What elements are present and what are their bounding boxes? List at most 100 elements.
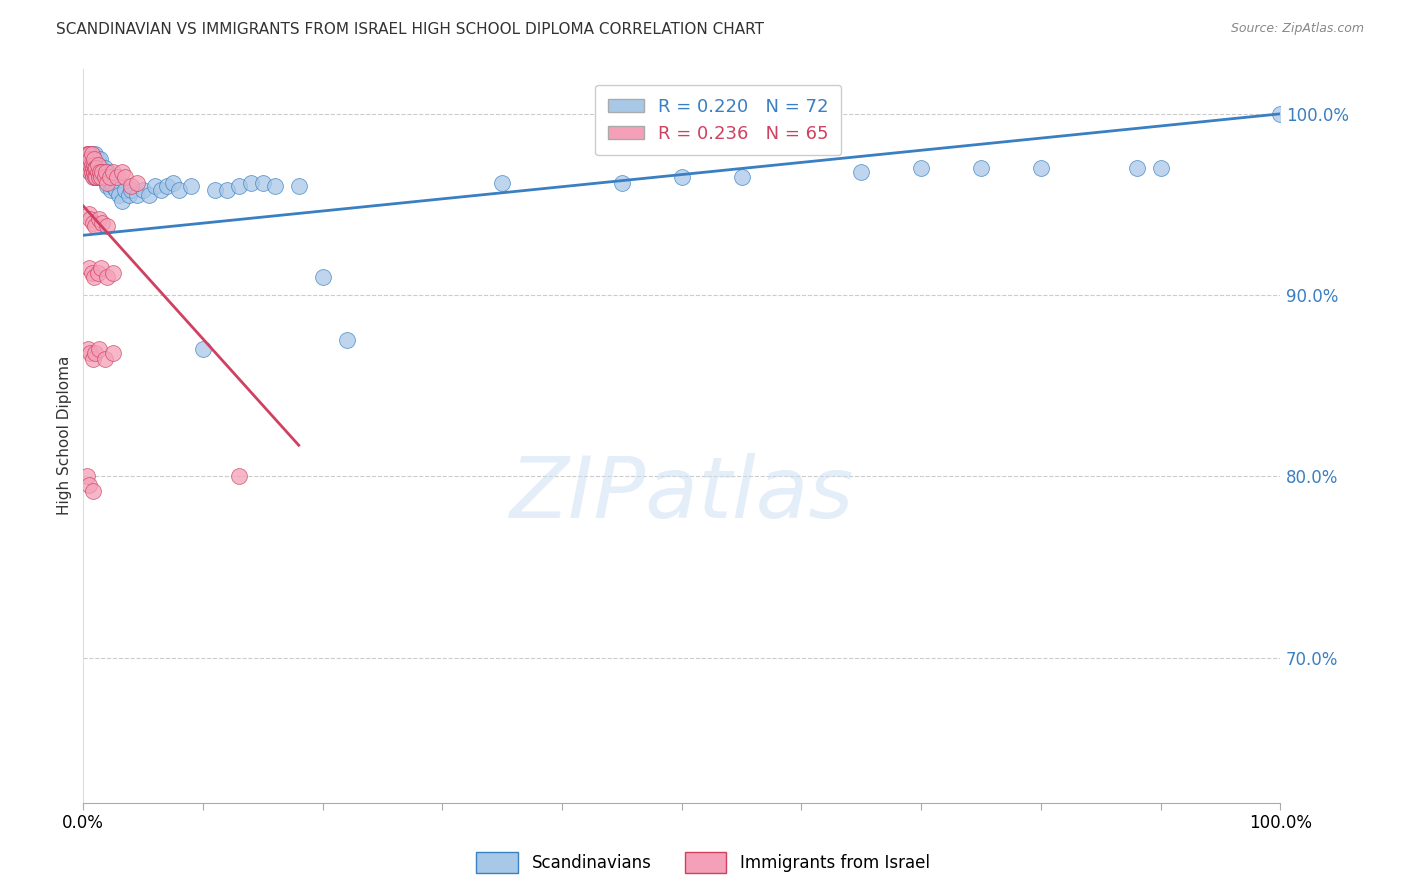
Point bbox=[127, 188, 149, 202]
Point bbox=[79, 158, 101, 172]
Point bbox=[228, 179, 250, 194]
Point bbox=[150, 183, 173, 197]
Point bbox=[76, 152, 98, 166]
Point bbox=[91, 165, 114, 179]
Point bbox=[77, 152, 100, 166]
Point bbox=[228, 469, 250, 483]
Point bbox=[671, 170, 693, 185]
Point bbox=[94, 161, 117, 176]
Point bbox=[82, 158, 104, 172]
Point bbox=[84, 219, 107, 234]
Point bbox=[105, 170, 128, 185]
Point bbox=[86, 161, 108, 176]
Point bbox=[89, 165, 111, 179]
Point bbox=[851, 165, 873, 179]
Legend: Scandinavians, Immigrants from Israel: Scandinavians, Immigrants from Israel bbox=[470, 846, 936, 880]
Point bbox=[103, 179, 125, 194]
Point bbox=[239, 176, 262, 190]
Point bbox=[79, 346, 101, 360]
Point bbox=[120, 179, 142, 194]
Point bbox=[77, 152, 100, 166]
Point bbox=[97, 165, 120, 179]
Point bbox=[77, 161, 100, 176]
Point bbox=[252, 176, 274, 190]
Point bbox=[103, 266, 125, 280]
Point bbox=[138, 188, 160, 202]
Point bbox=[80, 161, 103, 176]
Point bbox=[94, 165, 117, 179]
Point bbox=[83, 152, 105, 166]
Point bbox=[83, 152, 105, 166]
Point bbox=[90, 260, 112, 275]
Text: SCANDINAVIAN VS IMMIGRANTS FROM ISRAEL HIGH SCHOOL DIPLOMA CORRELATION CHART: SCANDINAVIAN VS IMMIGRANTS FROM ISRAEL H… bbox=[56, 22, 765, 37]
Point bbox=[970, 161, 993, 176]
Point bbox=[91, 216, 114, 230]
Point bbox=[87, 170, 110, 185]
Point bbox=[77, 343, 100, 357]
Point bbox=[120, 183, 142, 197]
Point bbox=[80, 165, 103, 179]
Point bbox=[215, 183, 238, 197]
Text: ZIPatlas: ZIPatlas bbox=[509, 453, 853, 536]
Point bbox=[80, 146, 103, 161]
Point bbox=[76, 152, 98, 166]
Point bbox=[86, 170, 108, 185]
Point bbox=[82, 483, 104, 498]
Point bbox=[263, 179, 285, 194]
Point bbox=[82, 161, 104, 176]
Point bbox=[82, 216, 104, 230]
Point bbox=[87, 170, 110, 185]
Point bbox=[83, 170, 105, 185]
Point bbox=[96, 176, 118, 190]
Point bbox=[86, 165, 108, 179]
Point bbox=[84, 158, 107, 172]
Point bbox=[110, 194, 132, 208]
Point bbox=[87, 158, 110, 172]
Point bbox=[94, 170, 117, 185]
Point bbox=[108, 188, 131, 202]
Point bbox=[84, 165, 107, 179]
Point bbox=[90, 170, 112, 185]
Point bbox=[94, 170, 117, 185]
Point bbox=[910, 161, 932, 176]
Point bbox=[1029, 161, 1052, 176]
Point bbox=[118, 188, 141, 202]
Point bbox=[87, 211, 110, 226]
Point bbox=[96, 179, 118, 194]
Point bbox=[127, 176, 149, 190]
Point bbox=[79, 152, 101, 166]
Point bbox=[114, 170, 136, 185]
Point bbox=[156, 179, 179, 194]
Point bbox=[312, 269, 335, 284]
Point bbox=[90, 161, 112, 176]
Point bbox=[76, 146, 98, 161]
Point bbox=[91, 165, 114, 179]
Point bbox=[80, 266, 103, 280]
Point bbox=[86, 165, 108, 179]
Point bbox=[93, 170, 115, 185]
Point bbox=[77, 158, 100, 172]
Point bbox=[86, 266, 108, 280]
Point bbox=[191, 343, 214, 357]
Point bbox=[82, 165, 104, 179]
Point bbox=[98, 176, 121, 190]
Point bbox=[83, 161, 105, 176]
Point bbox=[89, 165, 111, 179]
Point bbox=[100, 183, 122, 197]
Point bbox=[96, 269, 118, 284]
Point bbox=[491, 176, 513, 190]
Point bbox=[610, 176, 633, 190]
Point bbox=[77, 260, 100, 275]
Point bbox=[77, 478, 100, 492]
Y-axis label: High School Diploma: High School Diploma bbox=[58, 356, 72, 516]
Point bbox=[76, 469, 98, 483]
Point bbox=[730, 170, 752, 185]
Point bbox=[80, 158, 103, 172]
Point bbox=[90, 170, 112, 185]
Point bbox=[110, 165, 132, 179]
Text: Source: ZipAtlas.com: Source: ZipAtlas.com bbox=[1230, 22, 1364, 36]
Point bbox=[77, 146, 100, 161]
Point bbox=[84, 170, 107, 185]
Point bbox=[83, 165, 105, 179]
Point bbox=[77, 146, 100, 161]
